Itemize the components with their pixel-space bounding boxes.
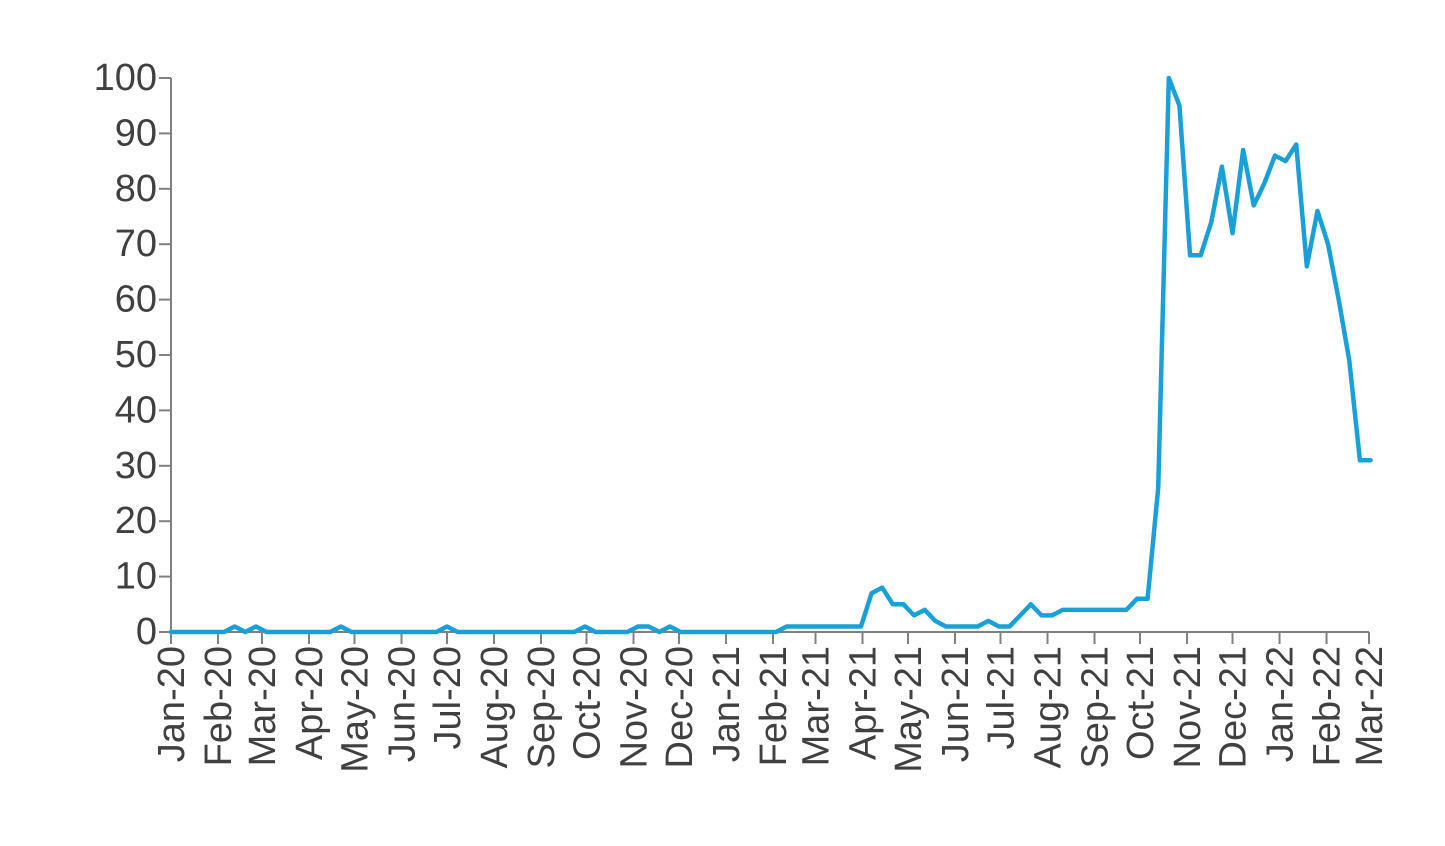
x-tick-label: Jan-21	[706, 646, 748, 762]
y-tick-label: 70	[115, 223, 157, 265]
x-tick-label: Jun-21	[935, 646, 977, 762]
x-tick-label: Nov-21	[1167, 646, 1209, 769]
x-tick-label: Sep-21	[1075, 646, 1117, 769]
x-tick-label: Aug-21	[1028, 646, 1070, 769]
y-tick-label: 60	[115, 279, 157, 321]
x-tick-label: Aug-20	[474, 646, 516, 769]
y-tick-label: 20	[115, 500, 157, 542]
y-tick-label: 80	[115, 168, 157, 210]
x-tick-label: Apr-20	[289, 646, 331, 760]
y-tick-label: 50	[115, 334, 157, 376]
x-tick-label: Oct-20	[567, 646, 609, 760]
x-tick-label: Mar-21	[795, 646, 837, 766]
series-line-0	[168, 75, 1373, 635]
x-tick-label: Mar-20	[242, 646, 284, 766]
y-tick-label: 90	[115, 112, 157, 154]
x-tick-label: Sep-20	[521, 646, 563, 769]
x-tick-label: Dec-21	[1213, 646, 1255, 769]
x-tick-label: Jan-22	[1260, 646, 1302, 762]
series-layer	[168, 75, 1373, 635]
x-tick-label: Jan-20	[151, 646, 193, 762]
y-tick-label: 100	[94, 57, 157, 99]
x-tick-label: Apr-21	[843, 646, 885, 760]
x-tick-label: Jul-20	[427, 646, 469, 750]
y-tick-label: 10	[115, 556, 157, 598]
y-tick-label: 40	[115, 389, 157, 431]
x-tick-label: Feb-21	[753, 646, 795, 766]
x-axis: Jan-20 Feb-20 Mar-20 Apr-20 May-20 Jun-20 Jul-…	[151, 631, 1391, 773]
x-tick-label: Nov-20	[614, 646, 656, 769]
x-tick-label: Jun-20	[382, 646, 424, 762]
y-tick-label: 30	[115, 445, 157, 487]
x-tick-label: Feb-22	[1307, 646, 1349, 766]
x-tick-label: Dec-20	[659, 646, 701, 769]
x-tick-label: May-20	[334, 646, 376, 773]
y-tick-label: 0	[136, 611, 157, 653]
x-tick-label: May-21	[888, 646, 930, 773]
x-tick-label: Feb-20	[198, 646, 240, 766]
x-tick-label: Oct-21	[1120, 646, 1162, 760]
x-tick-label: Jul-21	[981, 646, 1023, 750]
x-tick-label: Mar-22	[1349, 646, 1391, 766]
y-axis: 0 10 20 30 40 50 60 70 80 90 100	[94, 57, 172, 653]
